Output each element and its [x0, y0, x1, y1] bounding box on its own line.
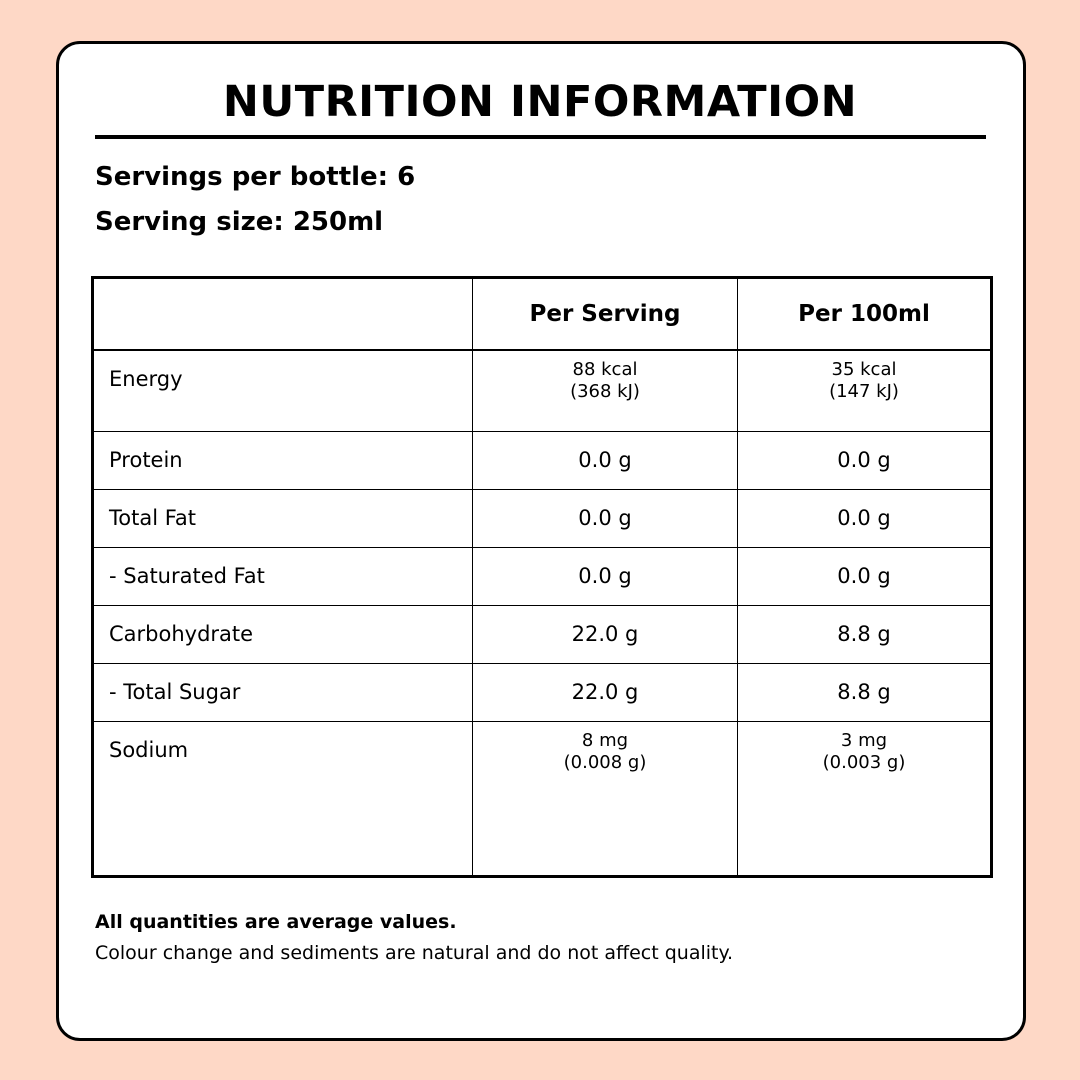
nutrient-label: Energy: [92, 349, 473, 432]
value-line: (147 kJ): [829, 380, 899, 402]
serving-size: Serving size: 250ml: [95, 207, 384, 237]
disclaimer: Colour change and sediments are natural …: [95, 942, 734, 964]
value-line: 8 mg: [581, 730, 629, 751]
title-rule: [95, 135, 986, 139]
header-cell: [92, 277, 473, 351]
table-row: Energy 88 kcal (368 kJ) 35 kcal (147 kJ): [92, 349, 992, 432]
table-row: Protein 0.0 g 0.0 g: [92, 431, 992, 490]
nutrient-value: 0.0 g: [737, 547, 992, 606]
nutrient-value: 0.0 g: [472, 547, 738, 606]
value-line: 88 kcal: [572, 358, 638, 380]
header-cell: Per 100ml: [737, 277, 992, 351]
header-cell: Per Serving: [472, 277, 738, 351]
nutrient-value: 8 mg (0.008 g): [472, 721, 738, 877]
nutrient-label: - Saturated Fat: [92, 547, 473, 606]
nutrient-label: Sodium: [92, 721, 473, 877]
value-line: (0.003 g): [822, 752, 906, 773]
nutrient-label: Total Fat: [92, 489, 473, 548]
nutrient-value: 22.0 g: [472, 663, 738, 722]
nutrient-value: 22.0 g: [472, 605, 738, 664]
table-row: Total Fat 0.0 g 0.0 g: [92, 489, 992, 548]
nutrient-value: 0.0 g: [472, 489, 738, 548]
nutrition-table: Per Serving Per 100ml Energy 88 kcal (368 …: [91, 276, 993, 878]
value-line: 35 kcal: [831, 358, 897, 380]
value-line: (368 kJ): [570, 380, 640, 402]
value-line: (0.008 g): [563, 752, 647, 773]
nutrient-value: 3 mg (0.003 g): [737, 721, 992, 877]
nutrient-label: - Total Sugar: [92, 663, 473, 722]
nutrient-value: 35 kcal (147 kJ): [737, 349, 992, 432]
table-row: - Saturated Fat 0.0 g 0.0 g: [92, 547, 992, 606]
servings-per-bottle: Servings per bottle: 6: [95, 162, 416, 192]
nutrient-value: 0.0 g: [472, 431, 738, 490]
value-line: 3 mg: [840, 730, 888, 751]
title: NUTRITION INFORMATION: [222, 77, 858, 127]
nutrient-value: 0.0 g: [737, 431, 992, 490]
nutrient-value: 8.8 g: [737, 605, 992, 664]
header-row: Per Serving Per 100ml: [92, 277, 992, 351]
table-row: - Total Sugar 22.0 g 8.8 g: [92, 663, 992, 722]
table-row: Carbohydrate 22.0 g 8.8 g: [92, 605, 992, 664]
table-row: Sodium 8 mg (0.008 g) 3 mg (0.003 g): [92, 721, 992, 877]
nutrient-value: 88 kcal (368 kJ): [472, 349, 738, 432]
nutrient-label: Carbohydrate: [92, 605, 473, 664]
nutrient-label: Protein: [92, 431, 473, 490]
nutrient-value: 8.8 g: [737, 663, 992, 722]
footnote: All quantities are average values.: [95, 911, 457, 933]
nutrient-value: 0.0 g: [737, 489, 992, 548]
